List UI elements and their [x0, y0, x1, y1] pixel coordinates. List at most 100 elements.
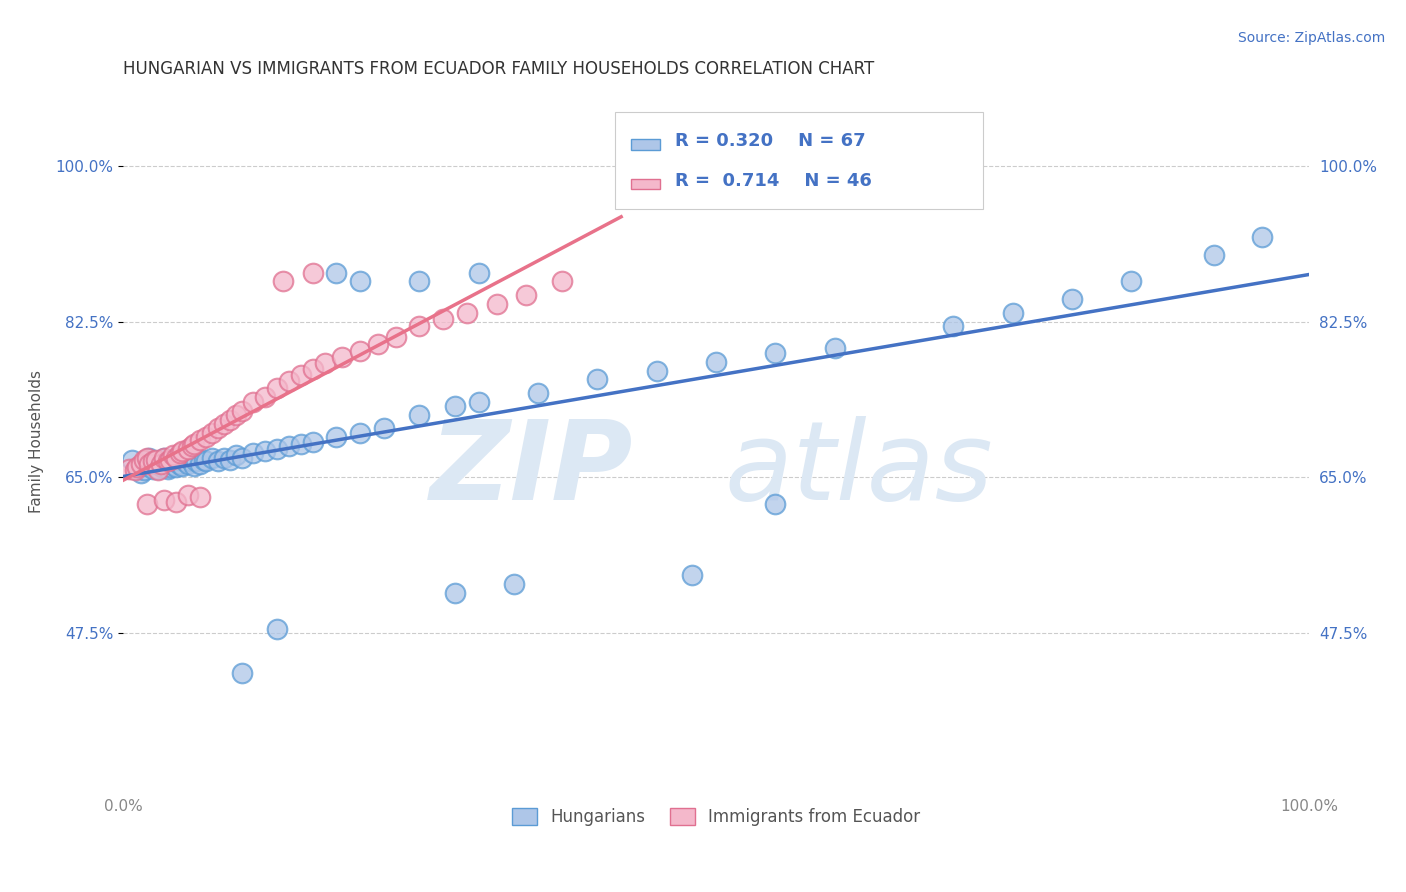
Point	[527, 385, 550, 400]
Point	[1060, 293, 1083, 307]
Point	[231, 403, 253, 417]
Point	[183, 436, 205, 450]
Point	[142, 462, 165, 476]
Point	[332, 350, 354, 364]
Point	[138, 457, 160, 471]
Bar	[631, 139, 661, 150]
Point	[145, 454, 167, 468]
Point	[165, 459, 187, 474]
Point	[763, 497, 786, 511]
Point	[444, 586, 467, 600]
Point	[193, 452, 215, 467]
Point	[218, 452, 240, 467]
FancyBboxPatch shape	[616, 112, 983, 209]
Text: ZIP: ZIP	[429, 417, 633, 523]
Point	[180, 439, 202, 453]
Point	[121, 452, 143, 467]
Point	[169, 445, 191, 459]
Point	[188, 457, 211, 471]
Point	[266, 381, 288, 395]
Point	[162, 458, 184, 472]
Point	[180, 454, 202, 468]
Point	[134, 452, 156, 467]
Point	[349, 343, 371, 358]
Point	[165, 454, 187, 468]
Point	[503, 577, 526, 591]
Point	[201, 450, 224, 465]
Point	[551, 275, 574, 289]
Point	[645, 363, 668, 377]
Point	[367, 336, 389, 351]
Point	[156, 454, 179, 468]
Point	[231, 666, 253, 681]
Point	[408, 408, 430, 422]
Point	[266, 442, 288, 456]
Point	[456, 306, 478, 320]
Point	[432, 312, 454, 326]
Point	[118, 461, 141, 475]
Point	[278, 374, 301, 388]
Point	[271, 275, 294, 289]
Point	[314, 356, 336, 370]
Point	[373, 421, 395, 435]
Point	[290, 368, 312, 382]
Point	[135, 458, 157, 473]
Point	[301, 434, 323, 449]
Point	[156, 457, 179, 471]
Point	[150, 459, 173, 474]
Point	[159, 454, 181, 468]
Point	[207, 421, 229, 435]
Point	[254, 390, 277, 404]
Point	[174, 450, 197, 465]
Point	[142, 454, 165, 468]
Point	[135, 450, 157, 465]
Legend: Hungarians, Immigrants from Ecuador: Hungarians, Immigrants from Ecuador	[505, 802, 927, 833]
Point	[266, 622, 288, 636]
Point	[242, 394, 264, 409]
Point	[225, 448, 247, 462]
Point	[135, 497, 157, 511]
Y-axis label: Family Households: Family Households	[30, 370, 44, 513]
Point	[704, 354, 727, 368]
Point	[349, 275, 371, 289]
Point	[172, 458, 194, 473]
Point	[212, 417, 235, 431]
Point	[186, 454, 208, 468]
Point	[177, 488, 200, 502]
Point	[290, 436, 312, 450]
Point	[163, 452, 186, 467]
Point	[231, 450, 253, 465]
Point	[169, 452, 191, 467]
Point	[129, 466, 152, 480]
Point	[212, 450, 235, 465]
Point	[515, 288, 537, 302]
Point	[824, 341, 846, 355]
Point	[188, 433, 211, 447]
Point	[153, 454, 176, 468]
Point	[325, 266, 347, 280]
Point	[153, 450, 176, 465]
Point	[681, 568, 703, 582]
Point	[153, 492, 176, 507]
Point	[134, 463, 156, 477]
Point	[148, 463, 170, 477]
Point	[153, 450, 176, 465]
Point	[325, 430, 347, 444]
Point	[218, 412, 240, 426]
Point	[149, 452, 172, 467]
Point	[138, 450, 160, 465]
Point	[468, 394, 491, 409]
Point	[188, 490, 211, 504]
Point	[159, 452, 181, 467]
Point	[194, 430, 217, 444]
Point	[148, 457, 170, 471]
Point	[172, 443, 194, 458]
Text: R =  0.714    N = 46: R = 0.714 N = 46	[675, 172, 872, 190]
Point	[278, 439, 301, 453]
Point	[586, 372, 609, 386]
Point	[201, 425, 224, 440]
Point	[384, 329, 406, 343]
Point	[127, 461, 149, 475]
Point	[1121, 275, 1143, 289]
Point	[301, 266, 323, 280]
